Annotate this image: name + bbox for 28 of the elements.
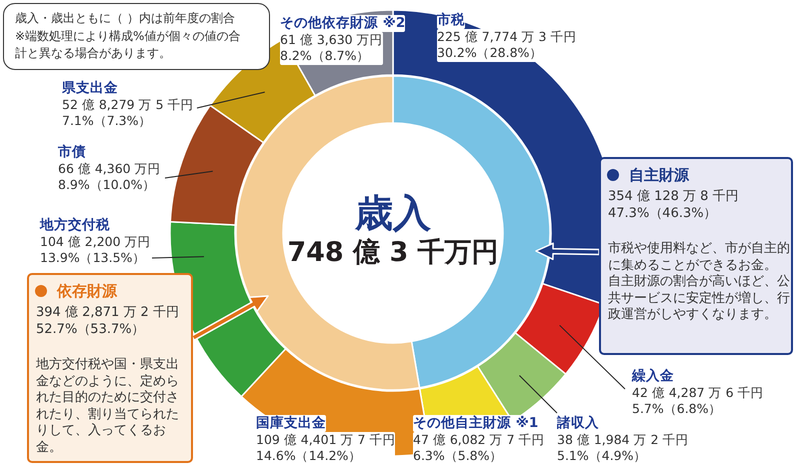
slice-label: 繰入金: [632, 368, 674, 384]
data-label: 42 億 4,287 万 6 千円 5.7%（6.8%）: [632, 384, 764, 418]
text: 歳入・歳出ともに（ ）内は前年度の割合 ※端数処理により構成%値が個々の値の合計と異なる場合があります。: [15, 10, 242, 62]
slice-label: 地方交付税: [40, 216, 110, 234]
text: 地方交付税や国・県支出金などのように、定められた目的のために交付されたり、割り当てられたりして、入ってくるお金。: [36, 357, 180, 456]
data-label: 104 億 2,200 万円 13.9%（13.5%）: [40, 234, 151, 266]
data-label: 66 億 4,360 万円 8.9%（10.0%）: [58, 160, 161, 194]
slice-label: 諸収入: [557, 414, 599, 432]
data-label: 394 億 2,871 万 2 千円 52.7%（53.7%）: [36, 304, 179, 338]
data-label: 109 億 4,401 万 7 千円 14.6%（14.2%）: [256, 432, 396, 464]
text: 748 億 3 千万円: [287, 237, 499, 268]
slice-label: 県支出金: [62, 80, 118, 96]
data-label: 225 億 7,774 万 3 千円 30.2%（28.8%）: [437, 28, 576, 62]
slice-label: 市税: [437, 12, 465, 28]
slice-label: 市債: [58, 144, 86, 160]
text: 市税や使用料など、市が自主的に集めることができるお金。: [608, 241, 791, 274]
data-label: 354 億 128 万 8 千円 47.3%（46.3%）: [608, 188, 739, 222]
slice-label: 国庫支出金: [256, 414, 326, 432]
data-label: 61 億 3,630 万円 8.2%（8.7%）: [280, 32, 383, 64]
slice-label: その他依存財源 ※2: [280, 14, 406, 32]
slice-label: 依存財源: [57, 281, 117, 301]
slice-label: その他自主財源 ※1: [413, 414, 538, 432]
text: 歳入: [355, 191, 431, 235]
data-label: 52 億 8,279 万 5 千円 7.1%（7.3%）: [62, 96, 194, 130]
data-label: 47 億 6,082 万 7 千円 6.3%（5.8%）: [413, 432, 545, 464]
data-label: 38 億 1,984 万 2 千円 5.1%（4.9%）: [557, 432, 689, 464]
slice-label: 自主財源: [629, 165, 689, 185]
text: 自主財源の割合が高いほど、公共サービスに安定性が増し、行政運営がしやすくなります。: [608, 274, 791, 324]
